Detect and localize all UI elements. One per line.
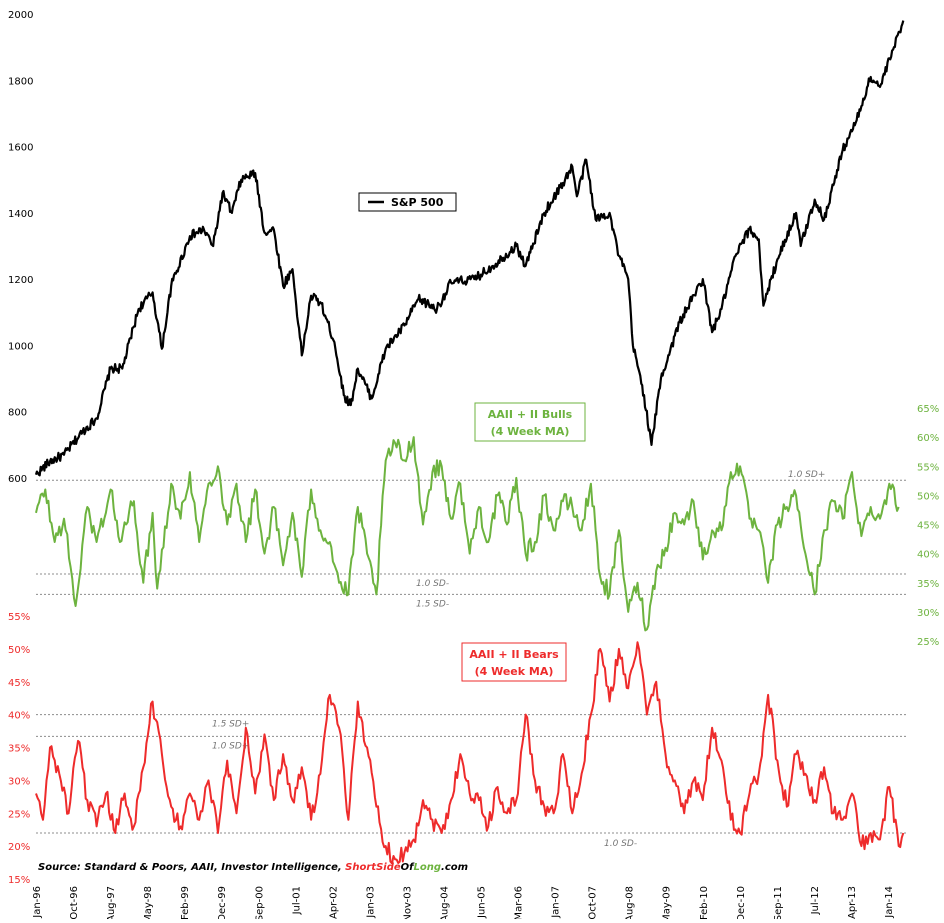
x-tick-label: Oct-96 bbox=[69, 886, 80, 919]
x-tick-label: Apr-13 bbox=[847, 886, 858, 919]
axis-layer: 600 800 1000 1200 1400 1600 1800 2000 65% 60% 55% 5… bbox=[8, 10, 939, 923]
bears-title-line1: AAII + II Bears bbox=[469, 648, 559, 661]
bulls-sd-label: 1.5 SD- bbox=[416, 599, 449, 609]
source-note: Source: Standard & Poors, AAII, Investor… bbox=[38, 862, 468, 873]
x-tick-label: Jul-01 bbox=[291, 886, 302, 915]
x-tick-label: Jul-12 bbox=[810, 886, 821, 915]
x-tick-label: Jan-03 bbox=[365, 886, 376, 919]
x-tick-label: Dec-10 bbox=[736, 886, 747, 919]
bulls-y-tick: 35% bbox=[917, 579, 939, 590]
bulls-title-box bbox=[474, 402, 586, 442]
x-tick-label: Oct-07 bbox=[588, 886, 599, 919]
bears-y-tick: 45% bbox=[8, 678, 30, 689]
bears-sd-label: 1.0 SD- bbox=[604, 839, 637, 849]
x-tick-label: Jan-14 bbox=[884, 886, 895, 919]
sp500-legend-box bbox=[358, 192, 457, 212]
x-tick-label: Apr-02 bbox=[328, 886, 339, 919]
bears-series-line bbox=[35, 641, 905, 865]
x-tick-label: May-09 bbox=[662, 886, 673, 919]
bulls-y-tick: 40% bbox=[917, 550, 939, 561]
bulls-y-tick: 25% bbox=[917, 637, 939, 648]
bulls-title-line1: AAII + II Bulls bbox=[488, 408, 573, 421]
x-tick-label: Dec-99 bbox=[217, 886, 228, 919]
x-tick-label: Sep-11 bbox=[773, 886, 784, 919]
source-brand-b: Of bbox=[401, 862, 416, 873]
bulls-title: AAII + II Bulls (4 Week MA) bbox=[474, 402, 586, 442]
bulls-y-tick: 30% bbox=[917, 608, 939, 619]
bulls-sd-label: 1.0 SD- bbox=[416, 579, 449, 589]
sp500-y-tick: 1800 bbox=[8, 76, 33, 87]
bears-y-tick: 35% bbox=[8, 744, 30, 755]
x-tick-label: Aug-97 bbox=[106, 886, 117, 919]
bears-y-tick: 40% bbox=[8, 711, 30, 722]
source-brand-a: ShortSide bbox=[345, 862, 401, 873]
bears-y-tick: 30% bbox=[8, 776, 30, 787]
x-tick-label: Aug-04 bbox=[439, 886, 450, 919]
bears-y-tick: 50% bbox=[8, 645, 30, 656]
x-tick-label: Aug-08 bbox=[625, 886, 636, 919]
sp500-legend: S&P 500 bbox=[358, 192, 457, 212]
bulls-y-tick: 45% bbox=[917, 521, 939, 532]
x-tick-label: Mar-06 bbox=[514, 886, 525, 919]
sp500-y-tick: 1200 bbox=[8, 275, 33, 286]
bears-title-box bbox=[461, 642, 567, 682]
sp500-y-tick: 2000 bbox=[8, 10, 33, 21]
x-tick-label: Jan-07 bbox=[551, 886, 562, 919]
x-tick-label: Feb-10 bbox=[699, 886, 710, 919]
bulls-y-tick: 65% bbox=[917, 404, 939, 415]
sp500-y-tick: 1600 bbox=[8, 143, 33, 154]
bears-y-tick: 55% bbox=[8, 612, 30, 623]
bears-sd-label: 1.5 SD+ bbox=[212, 720, 249, 730]
sp500-legend-label: S&P 500 bbox=[391, 196, 444, 209]
x-tick-label: Feb-99 bbox=[180, 886, 191, 919]
x-tick-label: Jun-05 bbox=[477, 886, 488, 919]
sd-lines-layer: 1.0 SD+ 1.0 SD- 1.5 SD- 1.5 SD+ 1.0 SD+ 1.0 S… bbox=[36, 470, 908, 849]
sp500-series-line bbox=[34, 20, 905, 477]
sp500-y-tick: 1000 bbox=[8, 341, 33, 352]
bulls-y-tick: 60% bbox=[917, 433, 939, 444]
bulls-title-line2: (4 Week MA) bbox=[491, 425, 570, 438]
sp500-y-tick: 600 bbox=[8, 474, 27, 485]
series-layer bbox=[34, 20, 905, 865]
source-prefix: Source: Standard & Poors, AAII, Investor… bbox=[38, 862, 345, 873]
x-tick-label: Nov-03 bbox=[402, 886, 413, 919]
bulls-sd-label: 1.0 SD+ bbox=[788, 470, 825, 480]
bulls-y-tick: 55% bbox=[917, 462, 939, 473]
sp500-y-tick: 800 bbox=[8, 408, 27, 419]
bears-title-line2: (4 Week MA) bbox=[475, 665, 554, 678]
x-tick-label: Sep-00 bbox=[254, 886, 265, 919]
source-brand-d: .com bbox=[441, 862, 468, 873]
bulls-y-tick: 50% bbox=[917, 491, 939, 502]
bears-y-tick: 20% bbox=[8, 842, 30, 853]
sp500-y-tick: 1400 bbox=[8, 209, 33, 220]
source-brand-c: Long bbox=[414, 862, 442, 873]
x-tick-label: Jan-96 bbox=[32, 886, 43, 919]
bulls-series-line bbox=[35, 436, 900, 632]
bears-y-tick: 25% bbox=[8, 809, 30, 820]
x-tick-label: May-98 bbox=[143, 886, 154, 919]
bears-title: AAII + II Bears (4 Week MA) bbox=[461, 642, 567, 682]
bears-sd-label: 1.0 SD+ bbox=[212, 741, 249, 751]
bears-y-tick: 15% bbox=[8, 875, 30, 886]
